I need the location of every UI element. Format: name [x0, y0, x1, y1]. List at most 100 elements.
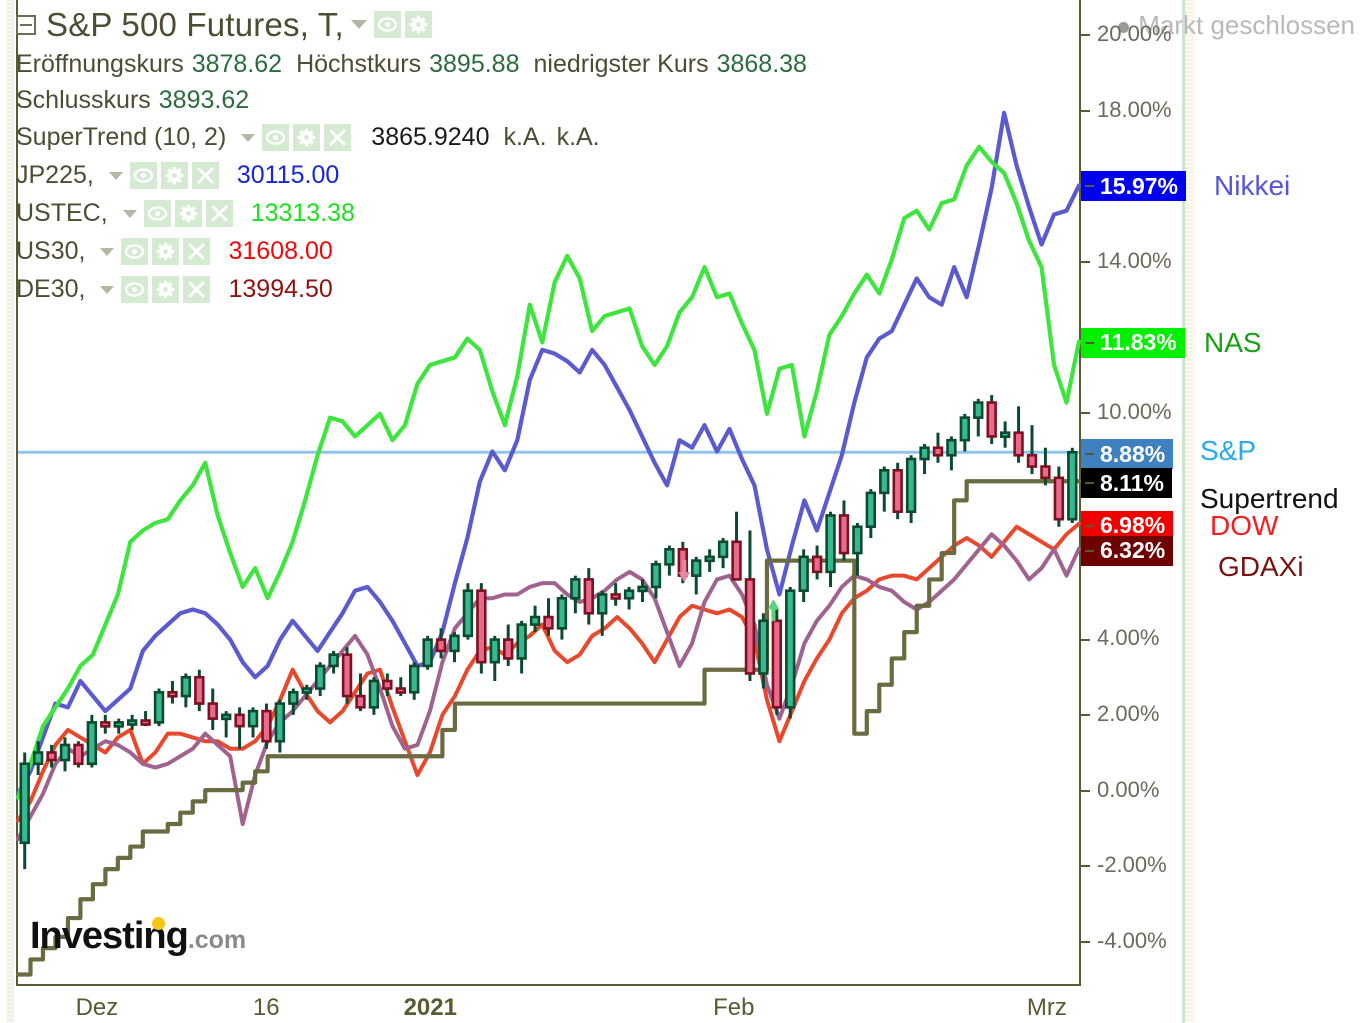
gear-icon[interactable] [174, 200, 202, 227]
candle-body [19, 762, 30, 845]
close-icon[interactable] [191, 162, 219, 189]
y-axis-tick-label: 0.00% [1097, 776, 1160, 802]
eye-icon[interactable] [143, 200, 171, 227]
price-badge[interactable]: 11.83% [1081, 327, 1185, 358]
candlestick [113, 718, 124, 734]
candlestick [798, 549, 809, 602]
close-icon[interactable] [324, 124, 352, 151]
candlestick [543, 598, 554, 636]
price-badge[interactable]: 8.11% [1081, 468, 1172, 499]
candlestick [288, 688, 299, 715]
chevron-down-icon[interactable] [122, 209, 137, 218]
chevron-down-icon[interactable] [100, 247, 115, 256]
gear-icon[interactable] [293, 124, 321, 151]
price-badge-value: 6.32% [1100, 537, 1166, 564]
x-axis-tick-label: Mrz [1026, 994, 1067, 1021]
symbol-value: 13994.50 [228, 275, 333, 303]
left-scroll-rail[interactable] [6, 0, 14, 1023]
x-axis-tick-label: 2021 [403, 994, 457, 1021]
eye-icon[interactable] [129, 162, 157, 189]
sell-arrow [678, 560, 691, 583]
candle-body [503, 638, 514, 660]
candlestick [905, 455, 917, 523]
candlestick [462, 583, 474, 640]
candle-body [785, 589, 796, 709]
chevron-down-icon[interactable] [241, 133, 256, 142]
close-icon[interactable] [183, 276, 211, 303]
candle-body [449, 634, 460, 653]
y-axis-tick-label: -2.00% [1097, 852, 1167, 878]
y-axis-tick-label: -4.00% [1097, 927, 1167, 953]
candle-body [919, 446, 930, 461]
high-label: Höchstkurs [296, 50, 422, 78]
eye-icon[interactable] [373, 11, 401, 38]
low-value: 3868.38 [716, 50, 807, 78]
eye-icon[interactable] [121, 276, 149, 303]
candlestick [86, 714, 98, 768]
chevron-down-icon[interactable] [100, 285, 115, 294]
logo-dot-icon [152, 917, 165, 930]
eye-icon[interactable] [262, 124, 290, 151]
price-badge[interactable]: 15.97% [1081, 171, 1187, 202]
candlestick [999, 421, 1011, 448]
market-status: Markt geschlossen [1118, 10, 1355, 41]
gear-icon[interactable] [152, 276, 180, 303]
candlestick [664, 545, 675, 576]
price-badge-value: 8.11% [1100, 469, 1164, 496]
x-axis[interactable]: Dez 16 2021 Feb Mrz [16, 988, 1081, 1023]
symbol-label: JP225, [16, 161, 94, 189]
candle-body [234, 713, 245, 728]
status-dot-icon [1118, 21, 1130, 33]
price-badge-value: 8.88% [1100, 440, 1166, 467]
close-icon[interactable] [205, 200, 233, 227]
candle-body [207, 702, 218, 720]
candle-body [838, 514, 850, 555]
candle-body [86, 721, 98, 766]
y-axis-tick: 10.00% [1081, 399, 1172, 425]
legend-title-row: S&P 500 Futures, T, [16, 8, 1066, 41]
candle-body [395, 687, 406, 694]
gear-icon[interactable] [152, 238, 180, 265]
candle-body [462, 589, 474, 638]
candlestick [852, 522, 863, 576]
candle-body [126, 719, 138, 726]
candlestick [959, 413, 971, 452]
chevron-down-icon[interactable] [108, 171, 123, 180]
candle-body [798, 555, 809, 593]
price-axis[interactable]: 20.00% 18.00% 14.00% 10.00% 4.00% 2.00% 0.00% -… [1081, 0, 1191, 986]
close-icon[interactable] [183, 238, 211, 265]
candlestick [355, 673, 366, 712]
candle-body [113, 721, 124, 728]
right-scroll-rail[interactable] [1185, 0, 1194, 1023]
y-axis-tick: 2.00% [1081, 701, 1159, 727]
plot-canvas [15, 110, 1082, 977]
symbol-value: 13313.38 [250, 199, 355, 227]
legend-symbol-row: US30, 31608.00 [16, 238, 1066, 265]
candlestick [476, 583, 487, 674]
candle-body [691, 559, 702, 577]
gear-icon[interactable] [160, 162, 188, 189]
candlestick [811, 545, 823, 580]
y-axis-tick-label: 2.00% [1097, 701, 1160, 726]
candle-body [731, 540, 742, 581]
candlestick [583, 568, 594, 625]
candle-body [382, 679, 393, 690]
legend-close-row: Schlusskurs 3893.62 [16, 88, 1066, 113]
candlestick [247, 707, 259, 738]
price-badge[interactable]: 6.32% [1081, 535, 1174, 566]
candle-body [100, 721, 111, 728]
close-label: Schlusskurs [16, 86, 151, 114]
gear-icon[interactable] [404, 11, 432, 38]
candle-body [556, 596, 568, 630]
chevron-down-icon[interactable] [350, 20, 367, 29]
candlestick [879, 466, 890, 512]
candle-body [167, 690, 178, 698]
eye-icon[interactable] [121, 238, 149, 265]
candlestick [623, 586, 635, 610]
candlestick [435, 628, 447, 659]
candlestick [422, 635, 433, 670]
candle-body [180, 675, 192, 698]
price-badge[interactable]: 8.88% [1081, 439, 1174, 470]
y-axis-tick-label: 18.00% [1097, 96, 1172, 122]
collapse-box-icon[interactable] [16, 14, 36, 35]
